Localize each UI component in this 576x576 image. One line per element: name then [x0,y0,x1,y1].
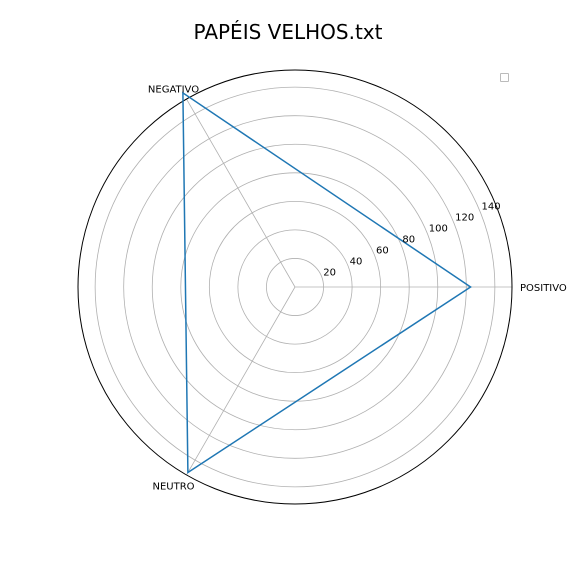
r-tick-label: 120 [455,213,474,224]
legend-box [500,73,509,82]
label-layer: 20 40 60 80 100 120 140 POSITIVO NEGATIVO NEUTRO [148,84,567,492]
r-tick-label: 80 [402,235,415,246]
series-layer [182,91,472,474]
spoke-negativo [186,98,296,288]
radar-grid [77,69,513,505]
spoke-neutro [186,286,296,476]
chart-title: PAPÉIS VELHOS.txt [193,20,383,44]
series-line-0 [182,91,472,474]
r-tick-label: 20 [323,267,336,278]
r-tick-label: 140 [482,202,501,213]
r-tick-label: 100 [429,224,448,235]
r-tick-label: 60 [376,245,389,256]
category-label-negativo: NEGATIVO [148,84,199,95]
r-tick-label: 40 [350,256,363,267]
category-label-neutro: NEUTRO [152,482,194,493]
category-label-positivo: POSITIVO [520,283,567,294]
polar-frame [77,69,513,505]
